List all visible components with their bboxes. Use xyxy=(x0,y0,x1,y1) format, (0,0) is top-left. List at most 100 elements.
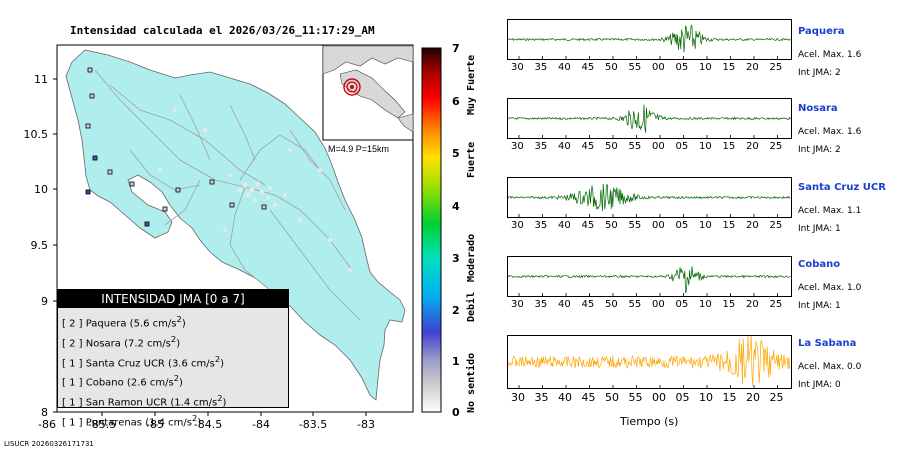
time-tick: 50 xyxy=(605,220,618,231)
time-tick: 30 xyxy=(511,141,524,152)
time-tick: 05 xyxy=(675,62,689,73)
station-marker xyxy=(144,221,150,227)
legend-item: [ 2 ] Paquera (5.6 cm/s2) xyxy=(62,314,186,330)
time-tick: 35 xyxy=(534,391,549,404)
time-tick: 50 xyxy=(605,299,618,310)
time-tick: 00 xyxy=(652,62,665,73)
y-axis-tick-marks xyxy=(53,78,57,413)
time-tick: 50 xyxy=(605,141,618,152)
station-marker xyxy=(261,204,267,210)
station-name: La Sabana xyxy=(798,338,857,349)
scale-label: 0 xyxy=(452,406,460,419)
time-tick: 25 xyxy=(769,220,783,231)
station-jma: Int JMA: 2 xyxy=(798,68,841,78)
scale-category: Muy Fuerte xyxy=(466,54,477,115)
seismogram-trace[interactable] xyxy=(507,335,792,389)
x-axis-ticks: -86 -85.5 -85 -84.5 -84 -83.5 -83 xyxy=(38,418,375,431)
seismogram-trace[interactable] xyxy=(507,256,792,297)
intensity-color-scale xyxy=(421,47,442,413)
scale-label: 7 xyxy=(452,42,460,55)
time-tick: 45 xyxy=(581,141,595,152)
legend-title: INTENSIDAD JMA [0 a 7] xyxy=(58,290,288,308)
time-tick: 55 xyxy=(628,391,643,404)
station-marker xyxy=(85,189,91,195)
time-tick: 00 xyxy=(652,299,665,310)
time-tick: 35 xyxy=(534,62,548,73)
x-tick: -84 xyxy=(252,418,270,431)
time-tick: 40 xyxy=(558,299,571,310)
waveform xyxy=(508,336,791,388)
footer-id: LISUCR 20260326171731 xyxy=(4,440,94,448)
time-tick: 10 xyxy=(699,391,713,404)
time-tick: 05 xyxy=(675,220,689,231)
station-marker xyxy=(229,202,235,208)
scale-label: 2 xyxy=(452,304,460,317)
inset-map xyxy=(322,44,414,141)
time-tick: 00 xyxy=(652,391,666,404)
scale-label: 5 xyxy=(452,147,460,160)
time-tick: 15 xyxy=(722,220,736,231)
scale-category: Fuerte xyxy=(466,141,477,178)
seismogram-trace[interactable] xyxy=(507,98,792,139)
time-tick: 00 xyxy=(652,220,665,231)
y-tick: 10 xyxy=(34,183,48,196)
legend-item: [ 1 ] Puntarenas (1.4 cm/s2) xyxy=(62,413,202,429)
time-tick: 05 xyxy=(675,299,689,310)
time-tick: 10 xyxy=(699,299,712,310)
time-tick: 15 xyxy=(722,62,736,73)
waveform xyxy=(508,266,791,296)
time-tick: 20 xyxy=(746,62,759,73)
time-tick: 20 xyxy=(746,391,760,404)
time-tick: 30 xyxy=(511,62,524,73)
station-marker xyxy=(87,67,93,73)
y-axis-ticks: 11 10.5 10 9.5 9 8 xyxy=(24,73,49,419)
scale-category: Debil xyxy=(466,291,477,322)
station-name: Nosara xyxy=(798,103,838,114)
seismogram-trace[interactable] xyxy=(507,19,792,60)
y-tick: 9 xyxy=(41,295,48,308)
time-tick: 00 xyxy=(652,141,665,152)
waveform-line xyxy=(508,183,791,212)
y-tick: 11 xyxy=(34,73,48,86)
station-marker xyxy=(107,169,113,175)
time-tick: 50 xyxy=(605,62,618,73)
time-tick: 50 xyxy=(605,391,619,404)
seismogram-trace[interactable] xyxy=(507,177,792,218)
station-name: Santa Cruz UCR xyxy=(798,182,886,193)
scale-label: 4 xyxy=(452,200,460,213)
scale-label: 1 xyxy=(452,355,460,368)
station-accel: Acel. Max. 1.6 xyxy=(798,50,862,60)
time-axis-label: Tiempo (s) xyxy=(620,415,679,428)
time-tick: 40 xyxy=(558,391,572,404)
time-tick: 40 xyxy=(558,141,571,152)
waveform xyxy=(508,24,791,59)
time-tick: 45 xyxy=(581,220,595,231)
waveform-line xyxy=(508,24,791,53)
intensity-legend: INTENSIDAD JMA [0 a 7] [ 2 ] Paquera (5.… xyxy=(57,289,289,428)
x-tick: -83.5 xyxy=(299,418,327,431)
time-tick: 05 xyxy=(675,141,689,152)
waveform xyxy=(508,104,791,138)
legend-item: [ 1 ] Cobano (2.6 cm/s2) xyxy=(62,373,183,389)
y-tick: 8 xyxy=(41,406,48,419)
time-tick: 05 xyxy=(675,391,690,404)
time-tick: 15 xyxy=(722,391,737,404)
station-markers xyxy=(85,67,267,227)
waveform-line xyxy=(508,266,791,294)
time-tick: 45 xyxy=(581,299,595,310)
time-tick: 35 xyxy=(534,220,548,231)
scale-category: No sentido xyxy=(466,352,477,413)
time-tick: 25 xyxy=(769,391,784,404)
time-tick: 30 xyxy=(511,391,525,404)
costa-rica-land xyxy=(65,49,406,401)
time-tick: 25 xyxy=(769,299,783,310)
station-accel: Acel. Max. 1.1 xyxy=(798,206,862,216)
time-tick: 10 xyxy=(699,220,712,231)
x-tick: -85 xyxy=(146,418,164,431)
time-tick: 15 xyxy=(722,141,736,152)
time-tick: 55 xyxy=(628,299,642,310)
station-name: Paquera xyxy=(798,26,845,37)
station-accel: Acel. Max. 0.0 xyxy=(798,362,862,372)
legend-item: [ 1 ] San Ramon UCR (1.4 cm/s2) xyxy=(62,393,227,409)
time-tick: 10 xyxy=(699,62,712,73)
